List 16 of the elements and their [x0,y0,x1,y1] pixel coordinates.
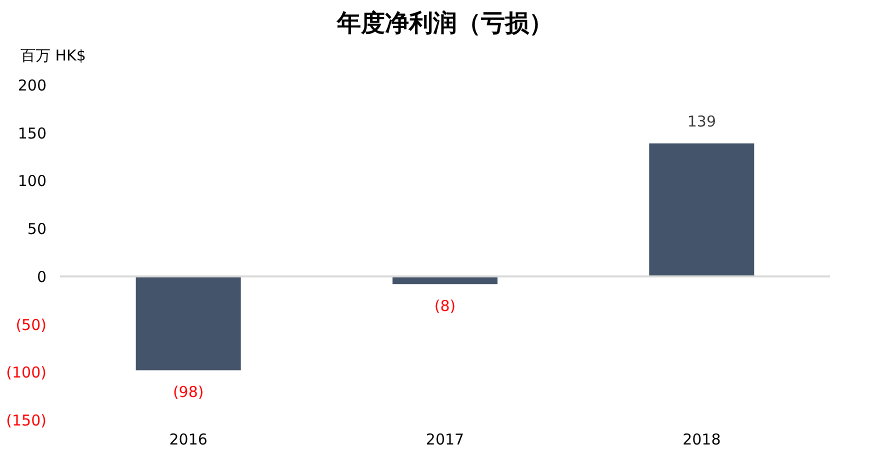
chart-title: 年度净利润（亏损） [336,9,553,37]
y-tick-label: (100) [6,364,46,382]
x-tick-label: 2017 [426,430,464,448]
x-tick-label: 2018 [682,430,721,448]
y-axis-title: 百万 HK$ [20,46,86,64]
data-label: 139 [687,112,716,130]
x-tick-label: 2016 [169,430,208,448]
y-tick-label: (50) [16,316,46,334]
y-tick-label: 150 [18,124,46,142]
y-tick-label: 200 [18,76,46,94]
data-label: (98) [172,383,204,402]
y-tick-label: 50 [27,220,46,238]
y-tick-label: 0 [36,268,46,286]
y-tick-label: (150) [6,412,46,430]
y-tick-label: 100 [18,172,46,190]
data-label: (8) [434,297,456,316]
